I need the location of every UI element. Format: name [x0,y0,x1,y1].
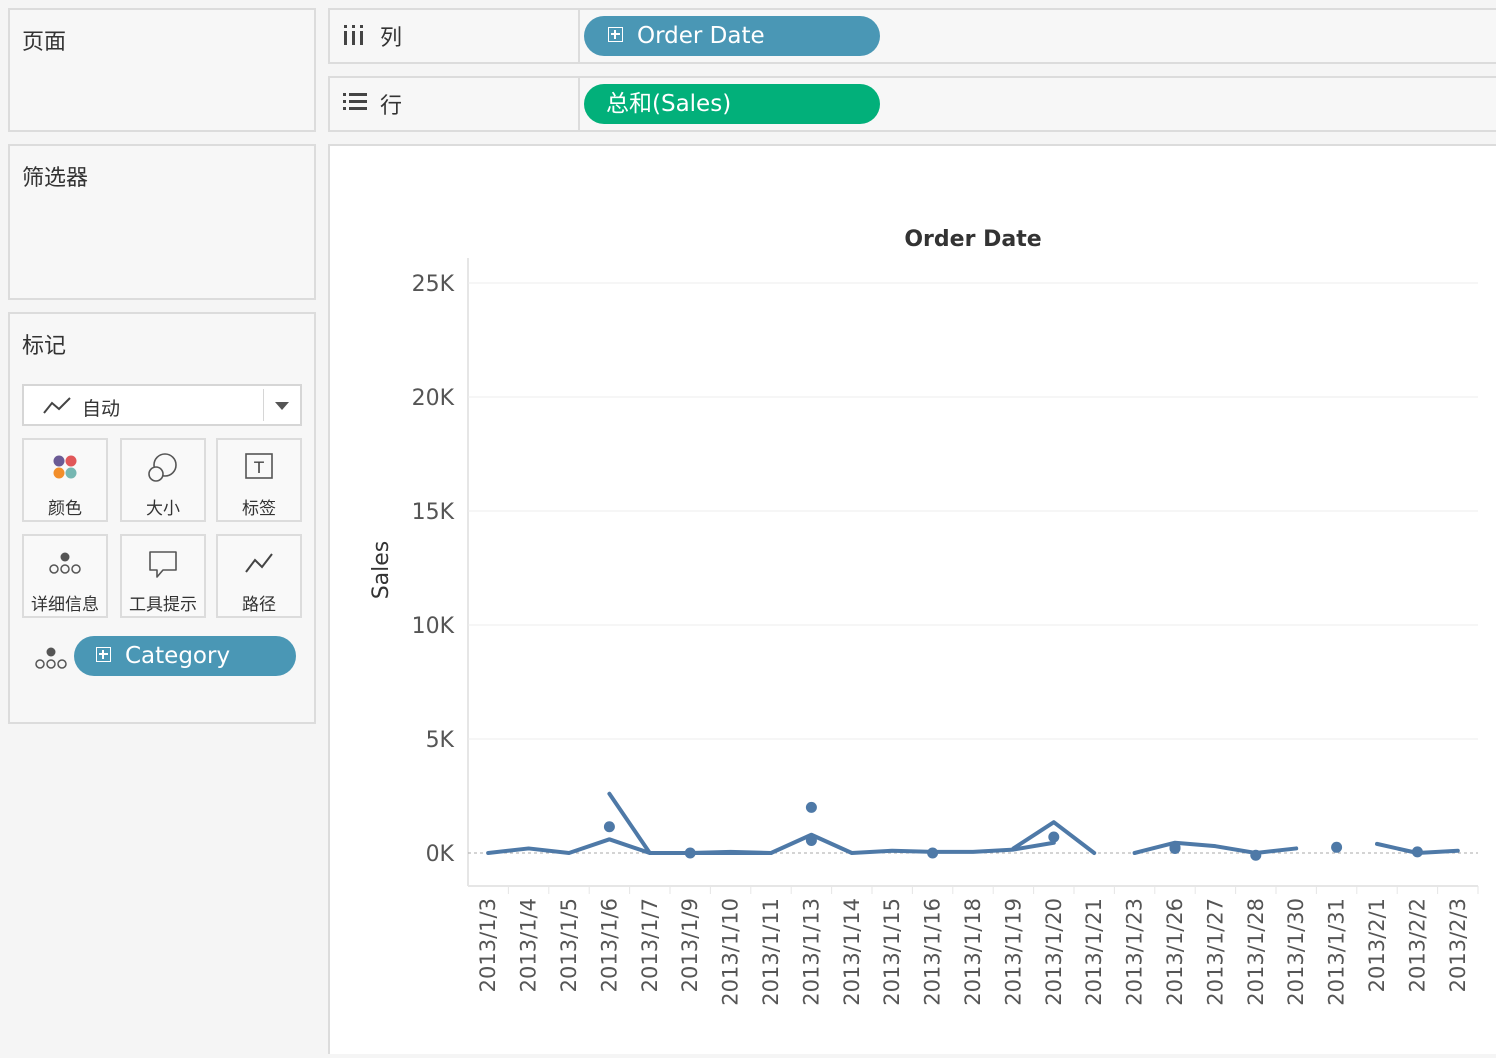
y-tick-label: 0K [426,842,455,867]
rows-icon [342,91,368,117]
mark-type-dropdown[interactable]: 自动 [22,384,302,426]
order-date-pill[interactable]: Order Date [584,16,880,56]
expand-plus-icon[interactable] [608,27,623,42]
data-point [684,847,696,859]
chevron-down-icon[interactable] [275,402,289,410]
chart-title: Order Date [904,227,1041,252]
color-button[interactable]: 颜色 [22,438,108,522]
label-button[interactable]: T 标签 [216,438,302,522]
color-icon [24,452,106,482]
sum-sales-pill-label: 总和(Sales) [606,91,732,117]
x-tick-label: 2013/1/5 [557,898,581,992]
columns-shelf[interactable]: 列 Order Date [328,8,1496,64]
detail-button[interactable]: 详细信息 [22,534,108,618]
rows-shelf-label: 行 [380,94,403,119]
data-point [1169,841,1181,853]
y-tick-label: 25K [412,272,455,297]
x-tick-label: 2013/1/19 [1001,898,1025,1006]
marks-panel: 标记 自动 颜色 大小 T [8,312,316,724]
category-pill[interactable]: Category [74,636,296,676]
filters-title: 筛选器 [22,166,89,191]
detail-field-icon [34,646,68,676]
columns-shelf-label: 列 [380,26,403,51]
path-button[interactable]: 路径 [216,534,302,618]
detail-icon [24,548,106,578]
x-tick-label: 2013/1/27 [1203,898,1227,1006]
x-tick-label: 2013/1/20 [1042,898,1066,1006]
x-tick-label: 2013/1/10 [719,898,743,1006]
order-date-pill-label: Order Date [637,23,765,49]
x-tick-label: 2013/1/4 [517,898,541,992]
columns-icon [342,23,366,51]
series-line-2 [607,791,773,855]
data-point [927,847,939,859]
series-line-1 [486,832,1056,855]
y-axis-label: Sales [369,541,394,600]
data-point [1331,841,1343,853]
x-tick-label: 2013/1/21 [1082,898,1106,1006]
chart-view[interactable]: Order Date Sales 0K 5K 10K 15K 20K 25K 2013/1/3 2… [328,144,1496,1054]
size-button[interactable]: 大小 [120,438,206,522]
path-button-label: 路径 [242,595,276,615]
x-tick-label: 2013/1/13 [799,898,823,1006]
sales-line-chart[interactable]: Order Date Sales 0K 5K 10K 15K 20K 25K 2013/1/3 2… [330,146,1496,1054]
tooltip-button-label: 工具提示 [129,595,197,615]
x-tick-label: 2013/1/3 [476,898,500,992]
x-tick-label: 2013/1/23 [1123,898,1147,1006]
path-icon [218,548,300,578]
text-label-icon: T [218,452,300,482]
x-tick-label: 2013/1/30 [1284,898,1308,1006]
filters-panel[interactable]: 筛选器 [8,144,316,300]
x-tick-label: 2013/1/7 [638,898,662,992]
data-point [805,834,817,846]
size-icon [122,452,204,482]
x-tick-label: 2013/1/28 [1244,898,1268,1006]
line-mark-icon [42,395,72,421]
size-button-label: 大小 [146,499,180,519]
svg-text:T: T [253,458,264,477]
pages-panel[interactable]: 页面 [8,8,316,132]
marks-title: 标记 [22,334,67,359]
detail-button-label: 详细信息 [31,595,99,615]
rows-shelf-header: 行 [330,78,580,130]
x-tick-label: 2013/1/16 [921,898,945,1006]
x-tick-label: 2013/1/18 [961,898,985,1006]
expand-plus-icon[interactable] [96,647,111,662]
rows-shelf[interactable]: 行 总和(Sales) [328,76,1496,132]
y-tick-label: 5K [426,728,455,753]
y-tick-label: 10K [412,614,455,639]
data-point [1250,849,1262,861]
x-tick-label: 2013/2/3 [1446,898,1470,992]
x-tick-label: 2013/1/11 [759,898,783,1006]
series-line-2 [1011,820,1097,855]
x-tick-label: 2013/1/26 [1163,898,1187,1006]
x-tick-label: 2013/1/31 [1325,898,1349,1006]
sum-sales-pill[interactable]: 总和(Sales) [584,84,880,124]
pages-title: 页面 [22,30,67,55]
x-tick-label: 2013/2/1 [1365,898,1389,992]
series-line-1 [1132,840,1299,855]
dropdown-divider [263,389,264,421]
x-tick-label: 2013/2/2 [1405,898,1429,992]
data-point [805,801,817,813]
color-button-label: 颜色 [48,499,82,519]
y-tick-label: 20K [412,386,455,411]
category-pill-label: Category [125,643,231,669]
data-point [603,821,615,833]
tooltip-icon [122,548,204,578]
mark-type-label: 自动 [82,398,121,420]
data-point [1411,846,1423,858]
x-tick-label: 2013/1/14 [840,898,864,1006]
x-tick-label: 2013/1/15 [880,898,904,1006]
data-point [1048,831,1060,843]
columns-shelf-header: 列 [330,10,580,62]
label-button-label: 标签 [242,499,276,519]
x-tick-label: 2013/1/6 [597,898,621,992]
x-tick-label: 2013/1/9 [678,898,702,992]
y-tick-label: 15K [412,500,455,525]
tooltip-button[interactable]: 工具提示 [120,534,206,618]
